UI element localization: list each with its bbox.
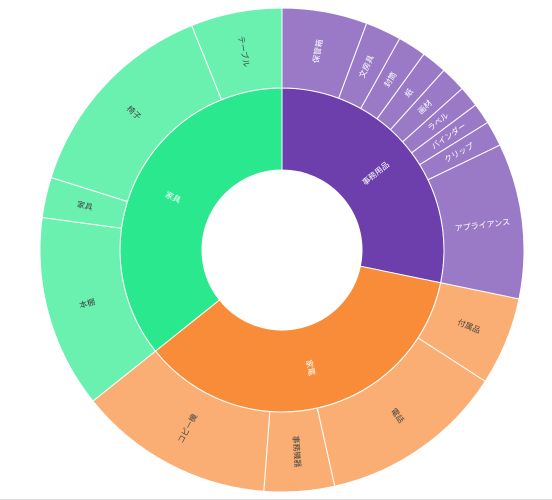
segment-label: 家電: [304, 359, 317, 377]
outer-segment: [191, 7, 283, 101]
segment-label: 事務機器: [291, 435, 303, 468]
segment-label: 本棚: [78, 296, 96, 310]
segment-label: 保管箱: [310, 38, 324, 63]
segment-label: 家具: [76, 199, 94, 212]
